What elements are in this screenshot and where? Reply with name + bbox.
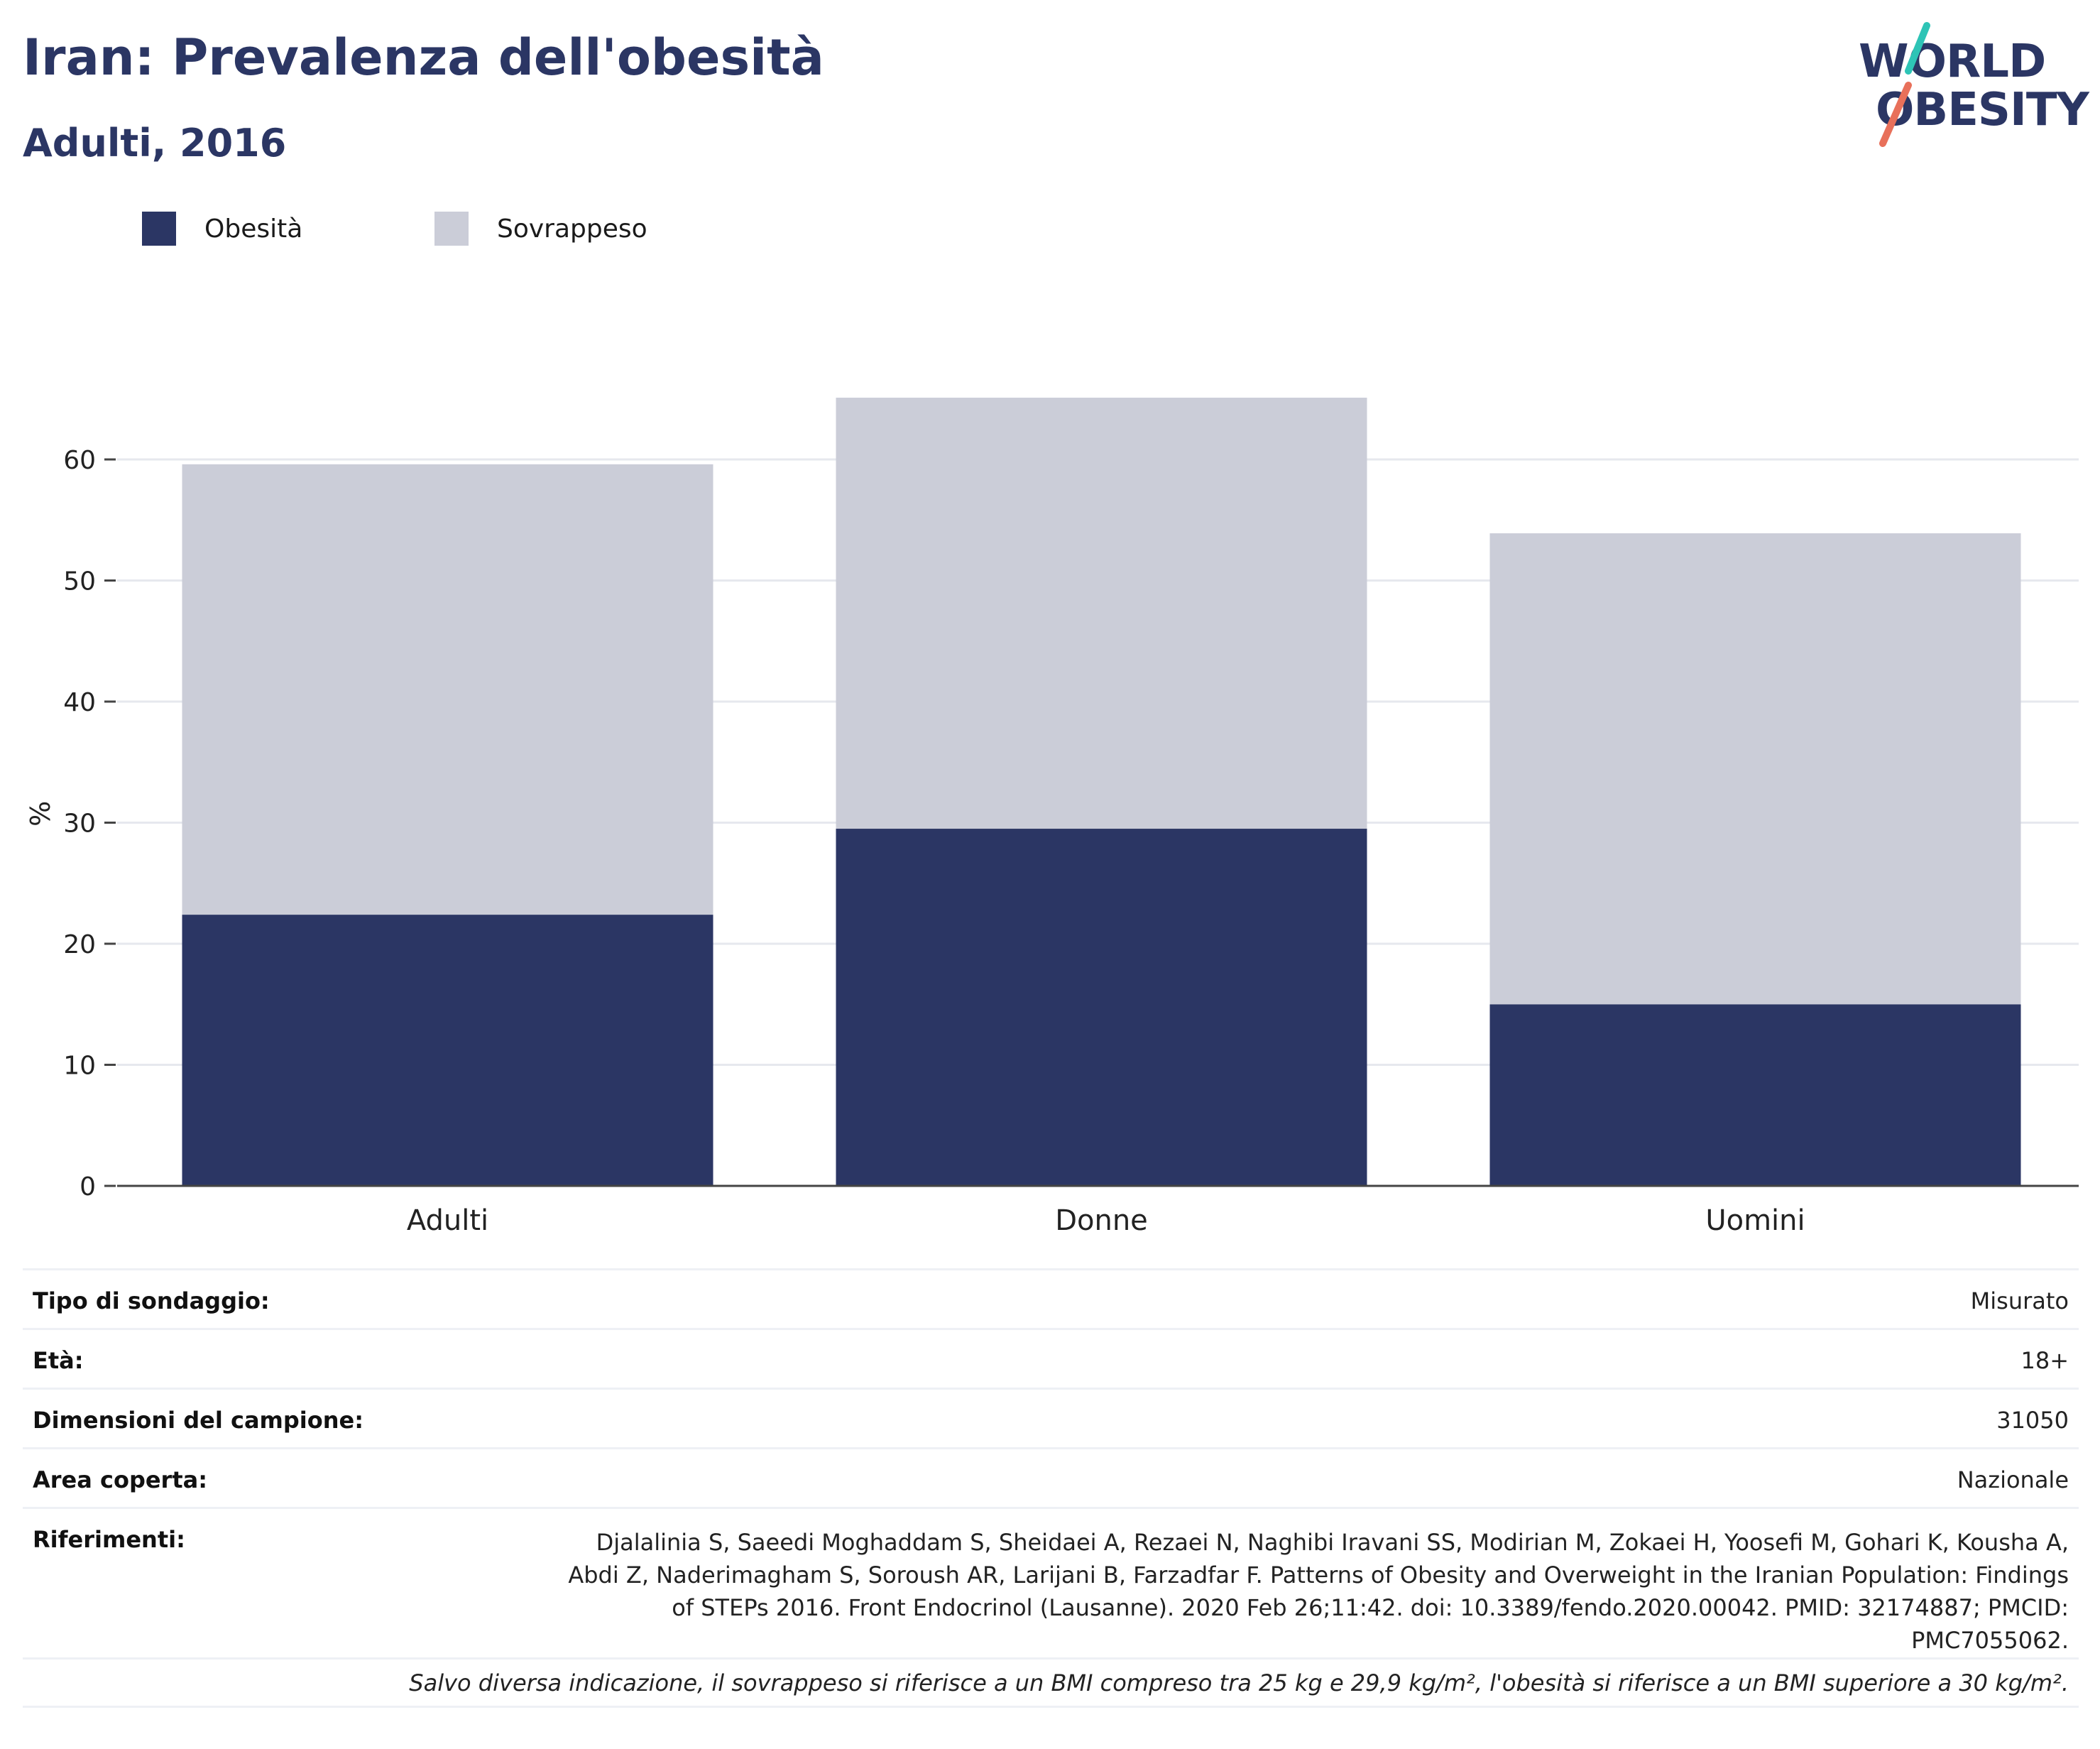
info-value: 18+ bbox=[2020, 1347, 2069, 1374]
survey-info-table: Tipo di sondaggio: Misurato Età: 18+ Dim… bbox=[23, 1268, 2079, 1708]
legend-swatch-overweight bbox=[434, 212, 469, 246]
legend-label-obesity: Obesità bbox=[204, 214, 303, 244]
bar-obesity-adulti bbox=[182, 915, 713, 1186]
y-tick-label: 30 bbox=[63, 810, 96, 839]
bar-overweight-uomini bbox=[1489, 533, 2021, 1005]
logo-line-2: OBESITY bbox=[1876, 84, 2089, 136]
y-tick-label: 40 bbox=[63, 688, 96, 717]
logo-line-1: WORLD bbox=[1859, 36, 2046, 88]
y-tick-label: 0 bbox=[80, 1172, 96, 1202]
info-row-age: Età: 18+ bbox=[23, 1328, 2079, 1388]
info-key: Età: bbox=[33, 1347, 84, 1374]
bar-overweight-donne bbox=[836, 398, 1367, 829]
y-tick-label: 60 bbox=[63, 446, 96, 475]
bar-chart: 0 10 20 30 40 50 60% Adulti Donne Uomini bbox=[25, 398, 2079, 1236]
y-tick-label: 50 bbox=[63, 567, 96, 596]
x-tick-label: Donne bbox=[1055, 1204, 1148, 1236]
references-text: Djalalinia S, Saeedi Moghaddam S, Sheida… bbox=[568, 1529, 2069, 1654]
y-tick-label: 20 bbox=[63, 930, 96, 959]
logo-slash-icon bbox=[1879, 22, 1930, 147]
world-obesity-logo: WORLD OBESITY bbox=[1853, 21, 2089, 149]
info-row-note: Salvo diversa indicazione, il sovrappeso… bbox=[23, 1657, 2079, 1706]
legend-label-overweight: Sovrappeso bbox=[497, 214, 647, 244]
bar-obesity-uomini bbox=[1489, 1004, 2021, 1186]
info-key: Dimensioni del campione: bbox=[33, 1407, 364, 1434]
info-value: 31050 bbox=[1996, 1407, 2069, 1434]
info-row-survey-type: Tipo di sondaggio: Misurato bbox=[23, 1268, 2079, 1328]
table-bottom-rule bbox=[23, 1706, 2079, 1708]
info-row-references: Riferimenti: Djalalinia S, Saeedi Moghad… bbox=[23, 1507, 2079, 1657]
legend-swatch-obesity bbox=[142, 212, 176, 246]
x-tick-label: Adulti bbox=[407, 1204, 488, 1236]
bmi-note: Salvo diversa indicazione, il sovrappeso… bbox=[409, 1669, 2069, 1696]
info-key: Area coperta: bbox=[33, 1466, 208, 1493]
y-axis-label: % bbox=[25, 801, 56, 827]
chart-title: Iran: Prevalenza dell'obesità bbox=[23, 28, 824, 87]
y-tick-label: 10 bbox=[63, 1052, 96, 1081]
info-value: Misurato bbox=[1970, 1287, 2069, 1314]
info-key: Riferimenti: bbox=[33, 1526, 185, 1553]
info-row-sample-size: Dimensioni del campione: 31050 bbox=[23, 1388, 2079, 1447]
bar-obesity-donne bbox=[836, 829, 1367, 1186]
info-key: Tipo di sondaggio: bbox=[33, 1287, 270, 1314]
info-value: Nazionale bbox=[1957, 1466, 2069, 1493]
x-tick-label: Uomini bbox=[1705, 1204, 1805, 1236]
bar-overweight-adulti bbox=[182, 464, 713, 915]
info-row-area: Area coperta: Nazionale bbox=[23, 1447, 2079, 1507]
chart-subtitle: Adulti, 2016 bbox=[23, 121, 287, 165]
